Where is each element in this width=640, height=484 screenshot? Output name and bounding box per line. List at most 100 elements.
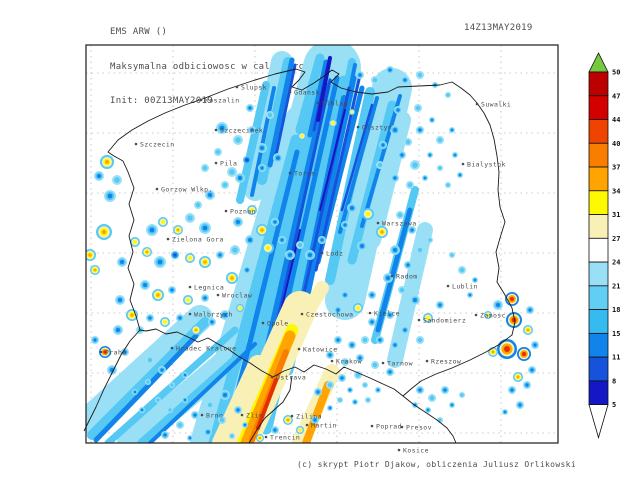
reflectivity-cell xyxy=(468,293,472,297)
map-frame xyxy=(85,44,559,444)
colorbar-label: 21 xyxy=(612,282,620,290)
reflectivity-cell xyxy=(170,288,174,292)
city-label: Koszalin xyxy=(205,96,240,104)
reflectivity-cell xyxy=(393,248,397,252)
city-marker xyxy=(297,347,301,351)
reflectivity-cell xyxy=(188,256,192,260)
reflectivity-cell xyxy=(280,238,284,242)
reflectivity-cell xyxy=(177,422,183,428)
reflectivity-cell xyxy=(267,112,273,118)
city-label: Opole xyxy=(267,319,289,327)
colorbar-segment xyxy=(588,119,609,144)
colorbar-over-arrow xyxy=(588,52,609,73)
reflectivity-cell xyxy=(405,139,411,145)
reflectivity-cell xyxy=(533,343,537,347)
city-label: Bialystok xyxy=(467,160,506,168)
city-label: Walbrzych xyxy=(194,310,233,318)
city-label: Krakow xyxy=(336,357,362,365)
reflectivity-cell xyxy=(208,193,212,197)
reflectivity-streak xyxy=(340,103,374,212)
city-label: Szczecinek xyxy=(220,126,263,134)
city-label: Gorzow Wlkp. xyxy=(161,185,213,193)
reflectivity-cell xyxy=(377,162,383,168)
reflectivity-cell xyxy=(114,177,120,183)
reflectivity-cell xyxy=(168,408,172,412)
city-label: Zamosc xyxy=(480,311,506,319)
city-marker xyxy=(166,237,170,241)
reflectivity-cell xyxy=(386,276,390,280)
reflectivity-streak xyxy=(319,109,346,211)
reflectivity-cell xyxy=(178,316,182,320)
reflectivity-cell xyxy=(133,240,137,244)
reflectivity-cell xyxy=(343,223,347,227)
city-marker xyxy=(200,413,204,417)
city-label: Szczecin xyxy=(140,140,175,148)
colorbar-label: 40 xyxy=(612,140,620,148)
valid-time: 14Z13MAY2019 xyxy=(464,23,533,33)
city-marker xyxy=(261,321,265,325)
reflectivity-streak xyxy=(338,96,379,234)
city-label: Radom xyxy=(396,272,418,280)
reflectivity-cell xyxy=(145,250,149,254)
colorbar-segment xyxy=(588,142,609,168)
reflectivity-cell xyxy=(380,230,384,234)
reflectivity-cell xyxy=(509,296,515,302)
reflectivity-cell xyxy=(412,162,418,168)
reflectivity-streak xyxy=(316,56,332,122)
reflectivity-cell xyxy=(195,202,201,208)
reflectivity-cell xyxy=(320,238,324,242)
city-marker xyxy=(224,209,228,213)
reflectivity-cell xyxy=(338,398,342,402)
reflectivity-cell xyxy=(238,306,242,310)
reflectivity-cell xyxy=(93,268,97,272)
borders xyxy=(83,68,516,444)
reflectivity-cell xyxy=(273,428,277,432)
reflectivity-cell xyxy=(403,78,407,82)
reflectivity-cell xyxy=(510,388,514,392)
reflectivity-cell xyxy=(316,390,320,394)
reflectivity-cell xyxy=(460,393,464,397)
city-label: Lublin xyxy=(452,282,478,290)
reflectivity-cell xyxy=(429,395,435,401)
city-marker xyxy=(188,285,192,289)
city-marker xyxy=(288,171,292,175)
reflectivity-cell xyxy=(363,383,367,387)
reflectivity-cell xyxy=(130,313,134,317)
city-marker xyxy=(288,90,292,94)
reflectivity-cell xyxy=(450,253,454,257)
reflectivity-streak xyxy=(256,378,278,430)
city-marker xyxy=(376,221,380,225)
reflectivity-cell xyxy=(248,238,252,242)
reflectivity-cell xyxy=(388,313,392,317)
reflectivity-cell xyxy=(397,212,403,218)
reflectivity-cell xyxy=(459,267,465,273)
city-label: Lodz xyxy=(326,249,343,257)
reflectivity-cell xyxy=(372,362,378,368)
reflectivity-cell xyxy=(400,153,404,157)
city-marker xyxy=(214,161,218,165)
reflectivity-cell xyxy=(355,372,361,378)
reflectivity-cell xyxy=(170,383,174,387)
reflectivity-cell xyxy=(286,418,290,422)
colorbar-segment xyxy=(588,285,609,310)
reflectivity-cell xyxy=(210,320,214,324)
reflectivity-cell xyxy=(503,410,507,414)
city-marker xyxy=(368,311,372,315)
reflectivity-streak xyxy=(295,53,325,135)
reflectivity-cell xyxy=(410,228,414,232)
colorbar-segment xyxy=(588,190,609,215)
reflectivity-cell xyxy=(358,73,362,77)
colorbar-segment xyxy=(588,261,609,287)
city-marker xyxy=(356,125,360,129)
reflectivity-streak xyxy=(250,86,276,197)
reflectivity-cell xyxy=(496,303,500,307)
city-marker xyxy=(199,98,203,102)
colorbar-label: 34 xyxy=(612,187,620,195)
reflectivity-cell xyxy=(207,402,213,408)
colorbar-label: 50 xyxy=(612,69,620,77)
country-border xyxy=(248,375,293,444)
colorbar-label: 47 xyxy=(612,92,620,100)
reflectivity-cell xyxy=(528,308,532,312)
